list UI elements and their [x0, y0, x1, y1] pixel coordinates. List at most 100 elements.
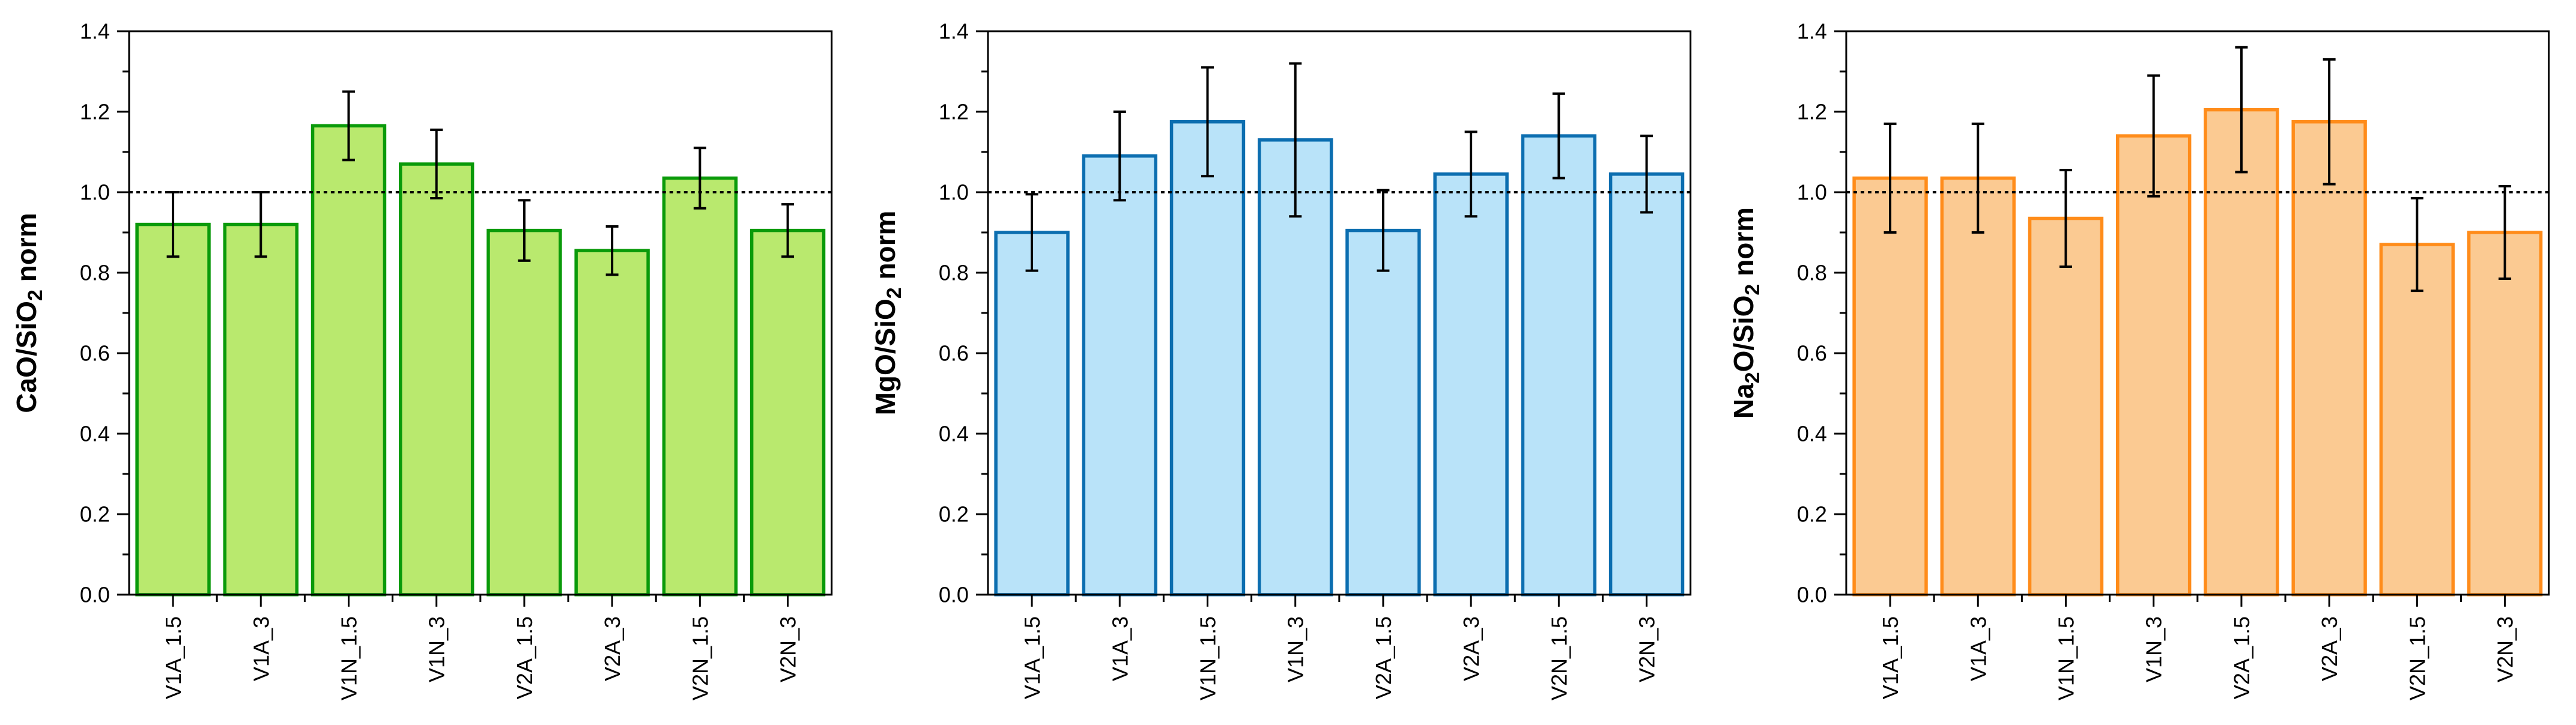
error-bar-V2A_1.5 [518, 199, 531, 262]
bar-V2A_1.5 [486, 228, 562, 596]
bar-V1N_1.5 [2028, 216, 2104, 596]
x-axis-tick-label-V2A_3: V2A_3 [1459, 616, 1483, 681]
na2o-sio2-chart: 0.0 0.2 0.4 0.6 0.8 1.0 1.2 1.4 V1A_1.5 V1A_3 V1N_… [1728, 19, 2550, 700]
y-axis-tick-label: 0.0 [1797, 582, 1827, 607]
error-bar-V1A_1.5 [1025, 193, 1038, 272]
x-axis-tick-label-V2A_3: V2A_3 [600, 616, 625, 681]
y-axis-tick-label: 0.6 [1797, 341, 1827, 365]
bar-V2N_1.5 [2380, 243, 2455, 596]
bar-V1A_3 [1082, 154, 1157, 596]
x-axis-tick-label-V1N_1.5: V1N_1.5 [1195, 616, 1220, 700]
x-axis-tick-label-V2N_3: V2N_3 [2493, 616, 2518, 682]
error-bar-V2N_1.5 [2411, 197, 2424, 293]
y-axis-tick-label: 1.2 [1797, 99, 1827, 124]
bar-V1A_1.5 [1852, 176, 1929, 596]
y-axis-tick-label: 0.8 [80, 260, 110, 285]
bar-V2N_3 [750, 228, 826, 596]
y-axis-tick-label: 0.2 [1797, 502, 1827, 526]
x-axis-tick-label-V2A_1.5: V2A_1.5 [2229, 616, 2254, 699]
x-axis-tick-label-V1N_3: V1N_3 [1283, 616, 1308, 682]
y-axis-tick-label: 0.8 [1797, 260, 1827, 285]
y-axis-tick-label: 1.0 [1797, 180, 1827, 204]
error-bar-V1A_3 [1113, 111, 1126, 202]
bar-V1N_3 [399, 162, 474, 596]
x-axis-tick-label-V2N_1.5: V2N_1.5 [2405, 616, 2430, 700]
y-axis-tick-label: 1.2 [939, 99, 969, 124]
bar-V2N_1.5 [1521, 134, 1596, 596]
bar-V1N_1.5 [311, 124, 387, 596]
error-bar-V2A_3 [1464, 130, 1477, 218]
y-axis-title: MgO/SiO2 norm [870, 211, 906, 416]
error-bar-V1A_1.5 [1884, 123, 1897, 234]
x-axis-tick-label-V1N_3: V1N_3 [425, 616, 449, 682]
error-bar-V2N_3 [781, 203, 795, 258]
x-axis-tick-label-V2N_3: V2N_3 [776, 616, 801, 682]
bar-V2N_3 [2467, 231, 2543, 596]
x-axis-tick-label-V1A_1.5: V1A_1.5 [1020, 616, 1044, 699]
chart-panel-mgo: 0.0 0.2 0.4 0.6 0.8 1.0 1.2 1.4 V1A_1.5 V1A_3 V1N_… [859, 0, 1718, 725]
x-axis-tick-label-V1A_1.5: V1A_1.5 [161, 616, 186, 699]
error-bar-V1N_1.5 [342, 90, 355, 162]
y-axis-tick-label: 1.4 [80, 19, 110, 43]
y-axis-title: Na2O/SiO2 norm [1728, 207, 1764, 419]
x-axis-tick-label-V2N_1.5: V2N_1.5 [1547, 616, 1571, 700]
bar-V2A_1.5 [2204, 108, 2279, 596]
bar-V2A_1.5 [1345, 228, 1421, 596]
y-axis-tick-label: 1.0 [939, 180, 969, 204]
bar-V2A_3 [1433, 172, 1509, 596]
x-axis-tick-label-V1N_3: V1N_3 [2142, 616, 2166, 682]
y-axis-tick-label: 0.4 [80, 421, 110, 446]
x-axis-tick-label-V1A_3: V1A_3 [249, 616, 273, 681]
y-axis-tick-label: 1.2 [80, 99, 110, 124]
bar-V1A_3 [223, 222, 299, 596]
x-axis-tick-label-V2A_1.5: V2A_1.5 [512, 616, 537, 699]
y-axis-tick-label: 1.4 [1797, 19, 1827, 43]
x-axis-tick-label-V1N_1.5: V1N_1.5 [336, 616, 361, 700]
error-bar-V1N_1.5 [2059, 169, 2073, 268]
bar-V2N_3 [1608, 172, 1684, 596]
error-bar-V1N_1.5 [1201, 66, 1214, 178]
x-axis-tick-label-V1N_1.5: V1N_1.5 [2054, 616, 2079, 700]
y-axis-tick-label: 0.6 [939, 341, 969, 365]
error-bar-V2N_3 [2499, 184, 2512, 281]
y-axis-tick-label: 0.0 [80, 582, 110, 607]
y-axis-tick-label: 0.2 [939, 502, 969, 526]
error-bar-V2N_1.5 [1552, 92, 1565, 180]
x-axis-tick-label-V2A_1.5: V2A_1.5 [1371, 616, 1396, 699]
bar-V1N_3 [2116, 134, 2192, 596]
x-axis-tick-label-V1A_3: V1A_3 [1108, 616, 1132, 681]
y-axis-tick-label: 0.0 [939, 582, 969, 607]
x-axis-tick-label-V1A_3: V1A_3 [1966, 616, 1991, 681]
y-axis-tick-label: 1.4 [939, 19, 969, 43]
error-bar-V1N_3 [2147, 74, 2160, 198]
error-bar-V1N_3 [1288, 62, 1302, 218]
bar-V2A_3 [574, 249, 650, 596]
x-axis-tick-label-V2A_3: V2A_3 [2317, 616, 2342, 681]
bar-V1A_1.5 [135, 222, 211, 596]
y-axis-title: CaO/SiO2 norm [11, 213, 47, 413]
y-axis-tick-label: 0.2 [80, 502, 110, 526]
y-axis-tick-label: 0.8 [939, 260, 969, 285]
error-bar-V1A_1.5 [166, 191, 180, 258]
error-bar-V2A_3 [2323, 58, 2336, 186]
y-axis-tick-label: 1.0 [80, 180, 110, 204]
bar-V1A_3 [1940, 176, 2016, 596]
x-axis-tick-label-V1A_1.5: V1A_1.5 [1878, 616, 1903, 699]
mgo-sio2-chart: 0.0 0.2 0.4 0.6 0.8 1.0 1.2 1.4 V1A_1.5 V1A_3 V1N_… [870, 19, 1691, 700]
chart-panel-cao: 0.0 0.2 0.4 0.6 0.8 1.0 1.2 1.4 V1A_1.5 V1A_3 V1N_… [0, 0, 859, 725]
chart-panel-na2o: 0.0 0.2 0.4 0.6 0.8 1.0 1.2 1.4 V1A_1.5 V1A_3 V1N_… [1717, 0, 2576, 725]
error-bar-V2A_1.5 [1377, 189, 1390, 272]
bar-V2N_1.5 [662, 176, 738, 596]
error-bar-V1A_3 [254, 191, 267, 258]
error-bar-V2N_1.5 [693, 147, 706, 210]
error-bar-V2A_3 [605, 225, 619, 276]
bar-V1A_1.5 [994, 231, 1070, 596]
x-axis-tick-label-V2N_1.5: V2N_1.5 [688, 616, 712, 700]
error-bar-V2N_3 [1640, 135, 1653, 214]
bar-V2A_3 [2291, 120, 2368, 596]
error-bar-V1N_3 [430, 129, 443, 200]
y-axis-tick-label: 0.4 [1797, 421, 1827, 446]
error-bar-V2A_1.5 [2235, 46, 2248, 174]
y-axis-tick-label: 0.4 [939, 421, 969, 446]
